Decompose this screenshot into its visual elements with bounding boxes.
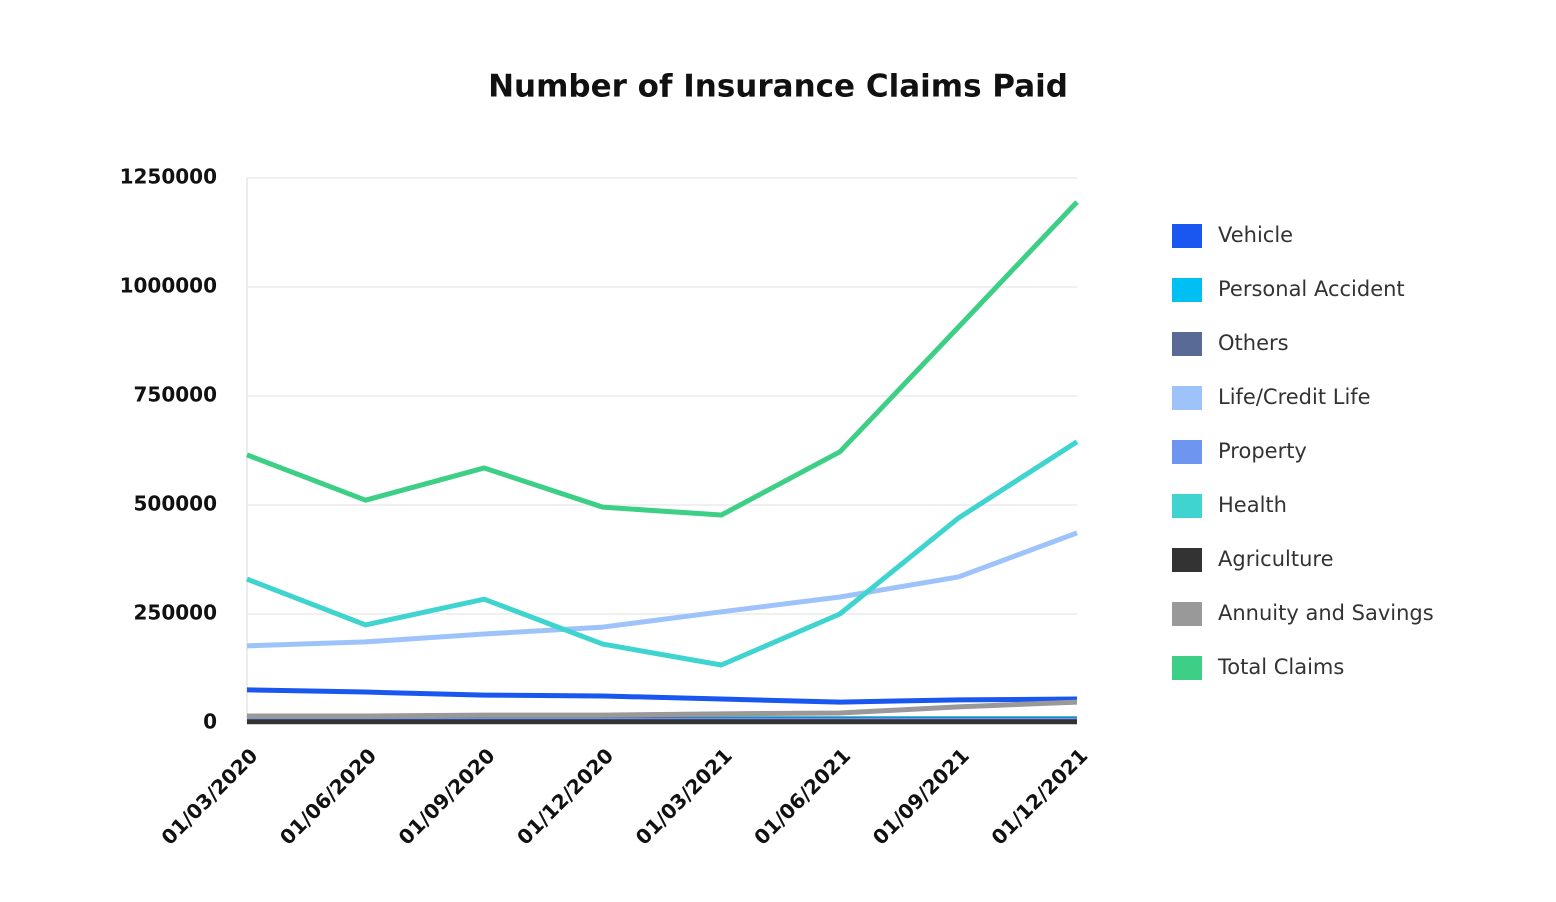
- legend-swatch: [1172, 332, 1202, 356]
- legend-label: Personal Accident: [1218, 277, 1405, 301]
- legend-label: Others: [1218, 331, 1289, 355]
- legend-swatch: [1172, 602, 1202, 626]
- x-tick-label: 01/12/2021: [986, 743, 1092, 849]
- y-tick-label: 1250000: [120, 165, 217, 189]
- series-line: [246, 530, 1078, 649]
- legend-swatch: [1172, 224, 1202, 248]
- x-tick-label: 01/06/2021: [749, 743, 855, 849]
- legend-label: Health: [1218, 493, 1287, 517]
- y-tick-label: 250000: [134, 601, 218, 625]
- x-tick-label: 01/03/2021: [631, 743, 737, 849]
- chart-title: Number of Insurance Claims Paid: [488, 69, 1068, 105]
- x-tick-label: 01/12/2020: [512, 743, 618, 849]
- y-tick-label: 750000: [134, 383, 218, 407]
- legend-label: Vehicle: [1218, 223, 1293, 247]
- x-tick-label: 01/06/2020: [275, 743, 381, 849]
- y-tick-label: 1000000: [120, 274, 217, 298]
- legend-swatch: [1172, 440, 1202, 464]
- x-tick-label: 01/03/2020: [156, 743, 262, 849]
- x-tick-label: 01/09/2021: [868, 743, 974, 849]
- legend-label: Total Claims: [1217, 655, 1344, 679]
- series-line: [246, 200, 1079, 518]
- y-tick-label: 500000: [134, 492, 218, 516]
- legend-swatch: [1172, 494, 1202, 518]
- legend-label: Agriculture: [1218, 547, 1334, 571]
- x-tick-label: 01/09/2020: [394, 743, 500, 849]
- legend-label: Life/Credit Life: [1218, 385, 1371, 409]
- series-line: [246, 439, 1079, 668]
- legend-swatch: [1172, 656, 1202, 680]
- legend-swatch: [1172, 548, 1202, 572]
- legend-swatch: [1172, 278, 1202, 302]
- legend-label: Annuity and Savings: [1218, 601, 1434, 625]
- series-line: [247, 699, 1078, 719]
- series-line: [246, 687, 1078, 705]
- legend-swatch: [1172, 386, 1202, 410]
- legend-label: Property: [1218, 439, 1307, 463]
- y-tick-label: 0: [203, 710, 217, 734]
